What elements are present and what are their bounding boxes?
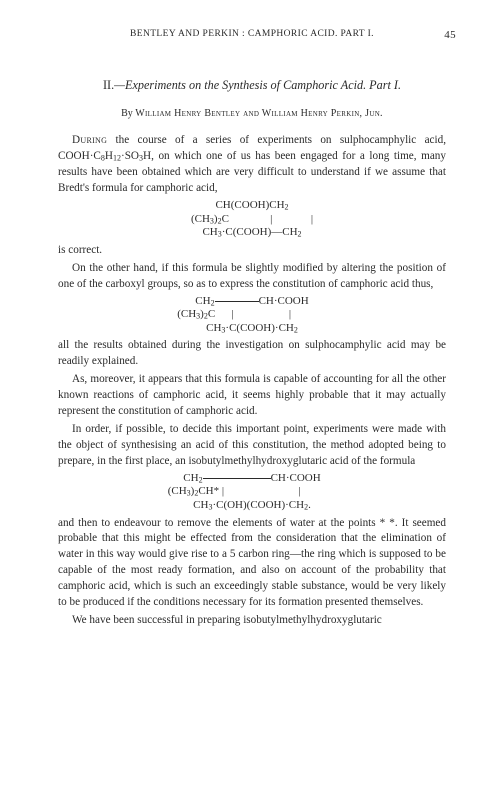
- paragraph-5: In order, if possible, to decide this im…: [58, 422, 446, 470]
- page-number: 45: [444, 28, 456, 44]
- paragraph-1-body: the course of a series of experiments on…: [58, 134, 446, 194]
- running-header: BENTLEY AND PERKIN : CAMPHORIC ACID. PAR…: [58, 28, 446, 41]
- formula-2-row1-right: CH·COOH: [259, 295, 309, 307]
- formula-3-row1-right: CH·COOH: [271, 472, 321, 484]
- byline: By William Henry Bentley and William Hen…: [58, 107, 446, 121]
- formula-3: CH2CH·COOH (CH3)2CH* | | CH3·C(OH)(COOH)…: [58, 472, 446, 513]
- paragraph-1-tail: is correct.: [58, 243, 446, 259]
- formula-3-connector: [203, 478, 271, 479]
- formula-2-row2: (CH3)2C: [177, 308, 215, 320]
- formula-2: CH2CH·COOH (CH3)2C | | CH3·C(COOH)·CH2: [58, 295, 446, 336]
- formula-2-connector: [215, 301, 259, 302]
- byline-prefix: By: [121, 108, 135, 119]
- paragraph-1: During the course of a series of experim…: [58, 133, 446, 197]
- formula-1-row3: CH3·C(COOH)—CH2: [58, 226, 446, 240]
- formula-1: CH(COOH)CH2 (CH3)2C | | CH3·C(COOH)—CH2: [58, 199, 446, 240]
- formula-2-row1-left: CH2: [195, 295, 214, 307]
- page: BENTLEY AND PERKIN : CAMPHORIC ACID. PAR…: [0, 0, 500, 651]
- paragraph-7: We have been successful in preparing iso…: [58, 613, 446, 629]
- formula-1-row1: CH(COOH)CH2: [58, 199, 446, 213]
- paragraph-4: As, moreover, it appears that this formu…: [58, 372, 446, 420]
- byline-authors: William Henry Bentley and William Henry …: [135, 108, 383, 119]
- title-text: —Experiments on the Synthesis of Camphor…: [114, 78, 401, 92]
- first-word: During: [72, 134, 107, 146]
- paragraph-3: all the results obtained during the inve…: [58, 338, 446, 370]
- article-title: II.—Experiments on the Synthesis of Camp…: [68, 77, 436, 95]
- paragraph-2: On the other hand, if this formula be sl…: [58, 261, 446, 293]
- formula-3-row1-left: CH2: [183, 472, 202, 484]
- formula-3-row3: CH3·C(OH)(COOH)·CH2.: [58, 499, 446, 513]
- formula-1-row2: (CH3)2C: [191, 213, 229, 225]
- paragraph-6: and then to endeavour to remove the elem…: [58, 516, 446, 611]
- formula-3-row2: (CH3)2CH*: [168, 485, 219, 497]
- title-number: II.: [103, 78, 114, 92]
- formula-2-row3: CH3·C(COOH)·CH2: [58, 322, 446, 336]
- running-header-text: BENTLEY AND PERKIN : CAMPHORIC ACID. PAR…: [130, 29, 374, 39]
